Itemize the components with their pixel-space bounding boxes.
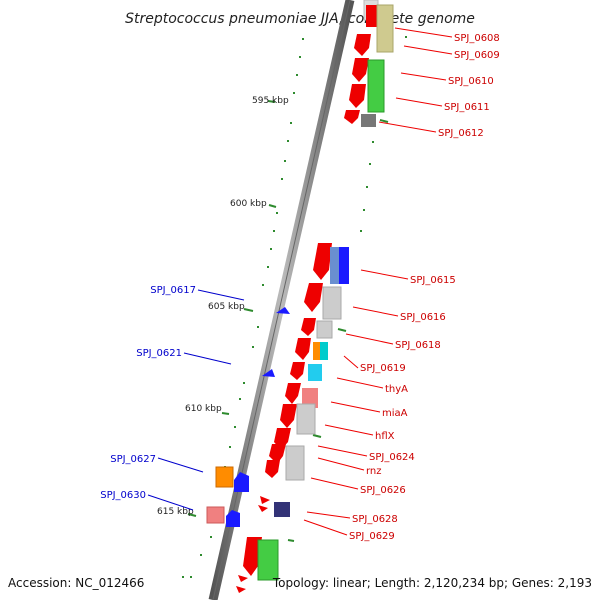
gene-label-spj-0621[interactable]: SPJ_0621 <box>136 348 182 359</box>
right-leader-lines <box>303 27 453 536</box>
gene-label-thya[interactable]: thyA <box>385 384 408 395</box>
gene-label-spj-0618[interactable]: SPJ_0618 <box>395 340 441 351</box>
tick-label-605: 605 kbp <box>208 302 245 312</box>
left-leader-lines <box>147 289 245 511</box>
gene-label-spj-0609[interactable]: SPJ_0609 <box>454 50 500 61</box>
gene-label-spj-0624[interactable]: SPJ_0624 <box>369 452 415 463</box>
scale-track <box>182 36 407 578</box>
gene-label-spj-0612[interactable]: SPJ_0612 <box>438 128 484 139</box>
tick-label-615: 615 kbp <box>157 507 194 517</box>
genome-axis-core <box>212 0 351 600</box>
gene-label-spj-0616[interactable]: SPJ_0616 <box>400 312 446 323</box>
gene-label-spj-0617[interactable]: SPJ_0617 <box>150 285 196 296</box>
accession-text: Accession: NC_012466 <box>8 576 144 590</box>
map-title: Streptococcus pneumoniae JJA, complete g… <box>125 11 475 27</box>
gene-label-spj-0608[interactable]: SPJ_0608 <box>454 33 500 44</box>
gene-label-spj-0619[interactable]: SPJ_0619 <box>360 363 406 374</box>
tick-label-595: 595 kbp <box>252 96 289 106</box>
gene-label-spj-0627[interactable]: SPJ_0627 <box>110 454 156 465</box>
gene-label-rnz[interactable]: rnz <box>366 466 382 477</box>
gene-label-spj-0629[interactable]: SPJ_0629 <box>349 531 395 542</box>
gene-label-spj-0628[interactable]: SPJ_0628 <box>352 514 398 525</box>
reverse-gene-features[interactable] <box>206 307 290 527</box>
tick-label-600: 600 kbp <box>230 199 267 209</box>
tick-marks <box>187 100 389 542</box>
gene-label-spj-0626[interactable]: SPJ_0626 <box>360 485 406 496</box>
gene-label-spj-0630[interactable]: SPJ_0630 <box>100 490 146 501</box>
gene-label-spj-0611[interactable]: SPJ_0611 <box>444 102 490 113</box>
tick-label-610: 610 kbp <box>185 404 222 414</box>
gene-label-spj-0610[interactable]: SPJ_0610 <box>448 76 494 87</box>
gene-label-hflx[interactable]: hflX <box>375 431 395 442</box>
forward-gene-features[interactable] <box>236 0 394 593</box>
gene-label-miaa[interactable]: miaA <box>382 408 408 419</box>
summary-text: Topology: linear; Length: 2,120,234 bp; … <box>272 576 592 590</box>
gene-label-spj-0615[interactable]: SPJ_0615 <box>410 275 456 286</box>
